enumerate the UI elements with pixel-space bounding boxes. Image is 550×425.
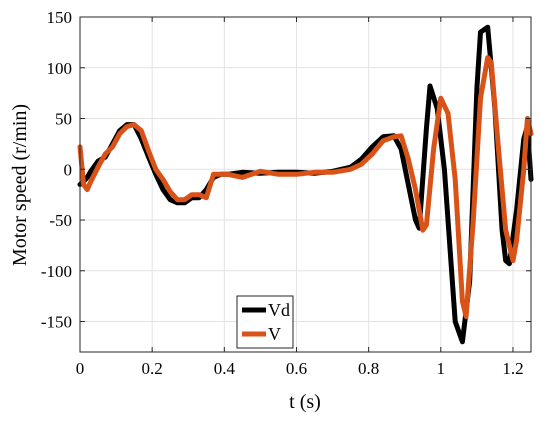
tick-marks [79,16,531,352]
x-tick-label: 0 [76,359,85,378]
y-tick-label: 100 [47,59,73,78]
series-line-v [77,55,534,319]
plot-frame [79,16,532,353]
y-tick-label: -100 [41,262,72,281]
x-tick-label: 0.2 [142,359,163,378]
x-tick-label: 1.2 [502,359,523,378]
y-tick-label: 0 [64,160,73,179]
legend-box [236,295,294,349]
x-tick-labels: 0 0.2 0.4 0.6 0.8 1 1.2 [76,359,524,378]
y-tick-label: -50 [49,211,72,230]
x-tick-label: 0.4 [214,359,236,378]
series-lines [77,24,534,345]
y-tick-labels: 150 100 50 0 -50 -100 -150 [41,8,72,332]
legend: Vd V [236,295,294,349]
y-axis-title: Motor speed (r/min) [9,104,31,266]
y-tick-label: 150 [47,8,73,27]
x-tick-label: 0.6 [286,359,307,378]
x-axis-title: t (s) [289,391,321,413]
x-tick-label: 0.8 [358,359,379,378]
y-tick-label: -150 [41,313,72,332]
x-tick-label: 1 [437,359,446,378]
legend-label-v: V [268,324,281,344]
legend-label-vd: Vd [268,300,290,320]
y-tick-label: 50 [55,110,72,129]
